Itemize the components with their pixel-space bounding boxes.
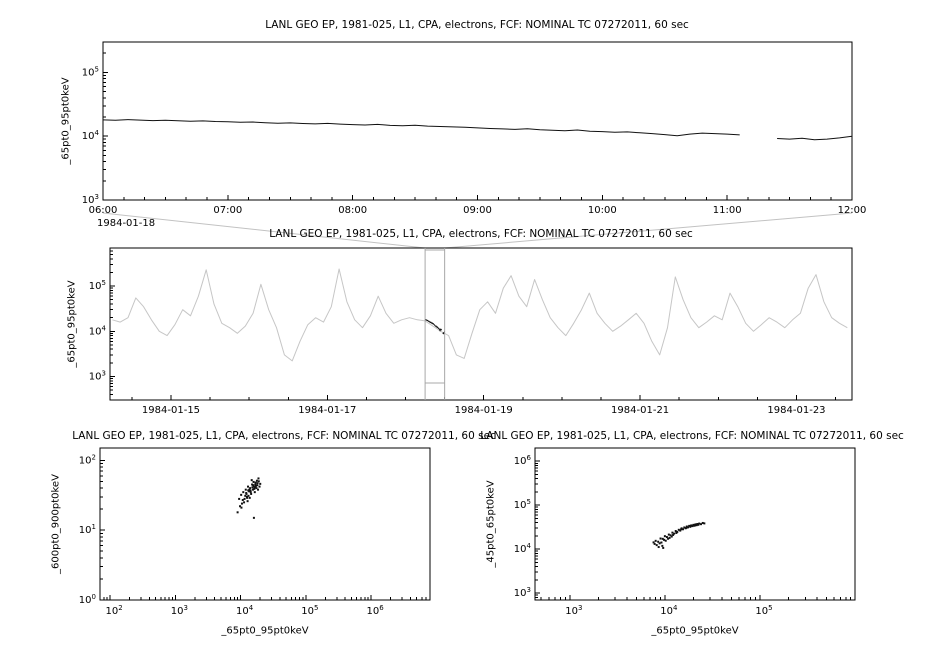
zoom-selection-box[interactable] [425, 248, 445, 400]
svg-text:101: 101 [79, 523, 96, 536]
panel-2-plot-area[interactable] [110, 248, 852, 400]
svg-text:105: 105 [301, 604, 318, 617]
svg-text:105: 105 [514, 498, 531, 511]
svg-text:1984-01-19: 1984-01-19 [455, 405, 513, 416]
svg-text:106: 106 [366, 604, 384, 617]
svg-text:105: 105 [82, 65, 99, 78]
svg-text:104: 104 [660, 604, 678, 617]
svg-text:1984-01-15: 1984-01-15 [142, 405, 200, 416]
svg-text:09:00: 09:00 [463, 205, 492, 216]
svg-text:103: 103 [171, 604, 188, 617]
svg-text:103: 103 [89, 369, 106, 382]
panel-3-plot-area[interactable] [100, 448, 430, 600]
svg-text:105: 105 [89, 279, 106, 292]
svg-text:104: 104 [514, 542, 532, 555]
svg-text:12:00: 12:00 [838, 205, 867, 216]
svg-text:103: 103 [514, 586, 531, 599]
svg-text:11:00: 11:00 [713, 205, 742, 216]
svg-text:07:00: 07:00 [213, 205, 242, 216]
svg-text:1984-01-18: 1984-01-18 [97, 218, 155, 229]
svg-text:102: 102 [79, 453, 96, 466]
svg-text:104: 104 [236, 604, 254, 617]
svg-text:08:00: 08:00 [338, 205, 367, 216]
svg-text:105: 105 [755, 604, 772, 617]
svg-text:104: 104 [89, 324, 107, 337]
panel-1-plot-area[interactable] [103, 42, 852, 200]
svg-text:10:00: 10:00 [588, 205, 617, 216]
svg-text:1984-01-21: 1984-01-21 [611, 405, 669, 416]
svg-text:06:00: 06:00 [89, 205, 118, 216]
svg-text:103: 103 [82, 193, 99, 206]
svg-text:103: 103 [565, 604, 582, 617]
svg-text:1984-01-23: 1984-01-23 [767, 405, 825, 416]
panel-4-plot-area[interactable] [535, 448, 855, 600]
svg-text:1984-01-17: 1984-01-17 [298, 405, 356, 416]
svg-text:100: 100 [79, 593, 96, 606]
svg-text:104: 104 [82, 129, 100, 142]
svg-text:106: 106 [514, 454, 532, 467]
svg-text:102: 102 [106, 604, 123, 617]
